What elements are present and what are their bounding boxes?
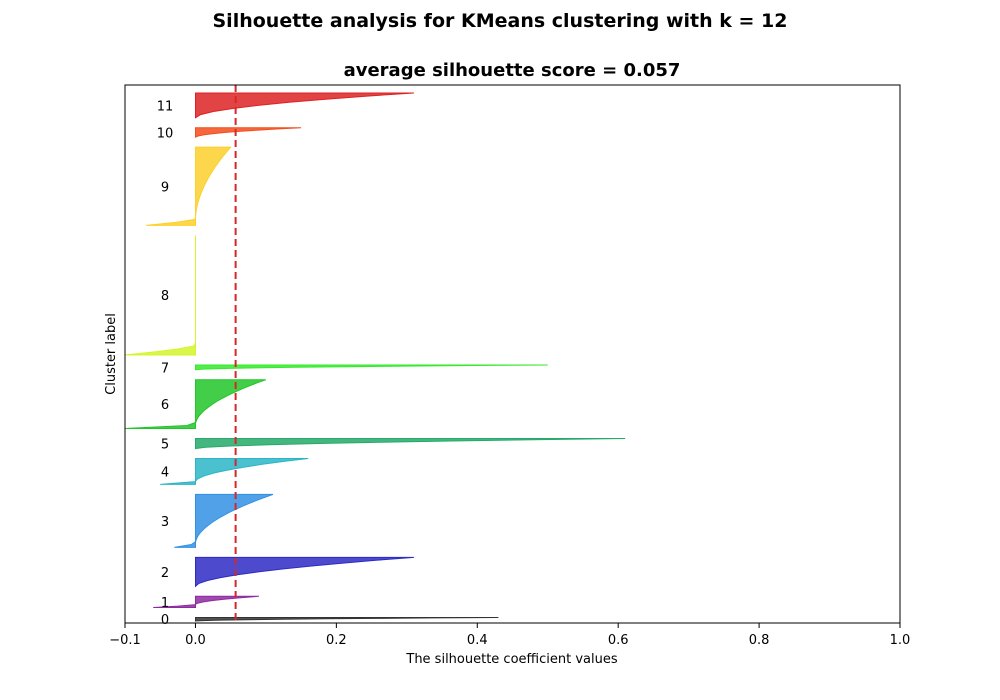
cluster-label-2: 2 [161, 566, 169, 581]
silhouette-cluster-11 [195, 92, 414, 119]
silhouette-cluster-0 [195, 617, 499, 622]
silhouette-cluster-1 [153, 595, 259, 608]
cluster-labels: 0 1 2 3 4 5 6 7 8 9 10 11 [157, 99, 174, 628]
silhouette-cluster-9 [146, 146, 232, 226]
y-axis-label: Cluster label [104, 313, 119, 395]
cluster-label-6: 6 [161, 398, 169, 413]
cluster-label-9: 9 [161, 180, 169, 195]
cluster-label-11: 11 [157, 99, 174, 114]
silhouette-cluster-8 [124, 235, 196, 356]
axes-frame [124, 84, 901, 624]
x-tick-label: 0.6 [608, 633, 629, 648]
silhouette-cluster-2 [195, 556, 414, 588]
cluster-label-8: 8 [161, 289, 169, 304]
silhouette-cluster-4 [160, 458, 309, 485]
x-tick-label: 0.2 [326, 633, 347, 648]
chart-title: average silhouette score = 0.057 [344, 60, 681, 81]
cluster-label-1: 1 [161, 596, 169, 611]
x-tick-label: 0.0 [185, 633, 206, 648]
x-axis-ticks: −0.1 0.0 0.2 0.4 0.6 0.8 1.0 [109, 623, 910, 648]
silhouette-cluster-3 [174, 493, 274, 548]
x-tick-label: 0.8 [749, 633, 770, 648]
cluster-label-7: 7 [161, 361, 169, 376]
x-tick-label: 1.0 [890, 633, 911, 648]
cluster-label-0: 0 [161, 613, 169, 628]
cluster-label-10: 10 [157, 126, 174, 141]
figure-title: Silhouette analysis for KMeans clusterin… [212, 10, 788, 32]
silhouette-cluster-7 [195, 364, 548, 371]
silhouette-cluster-6 [124, 379, 267, 429]
silhouette-cluster-10 [195, 127, 302, 138]
x-tick-label: −0.1 [109, 633, 141, 648]
cluster-label-4: 4 [161, 466, 169, 481]
x-axis-label: The silhouette coefficient values [405, 652, 617, 667]
silhouette-clusters [124, 92, 626, 622]
silhouette-cluster-5 [195, 438, 626, 450]
x-tick-label: 0.4 [467, 633, 488, 648]
cluster-label-3: 3 [161, 515, 169, 530]
cluster-label-5: 5 [161, 438, 169, 453]
